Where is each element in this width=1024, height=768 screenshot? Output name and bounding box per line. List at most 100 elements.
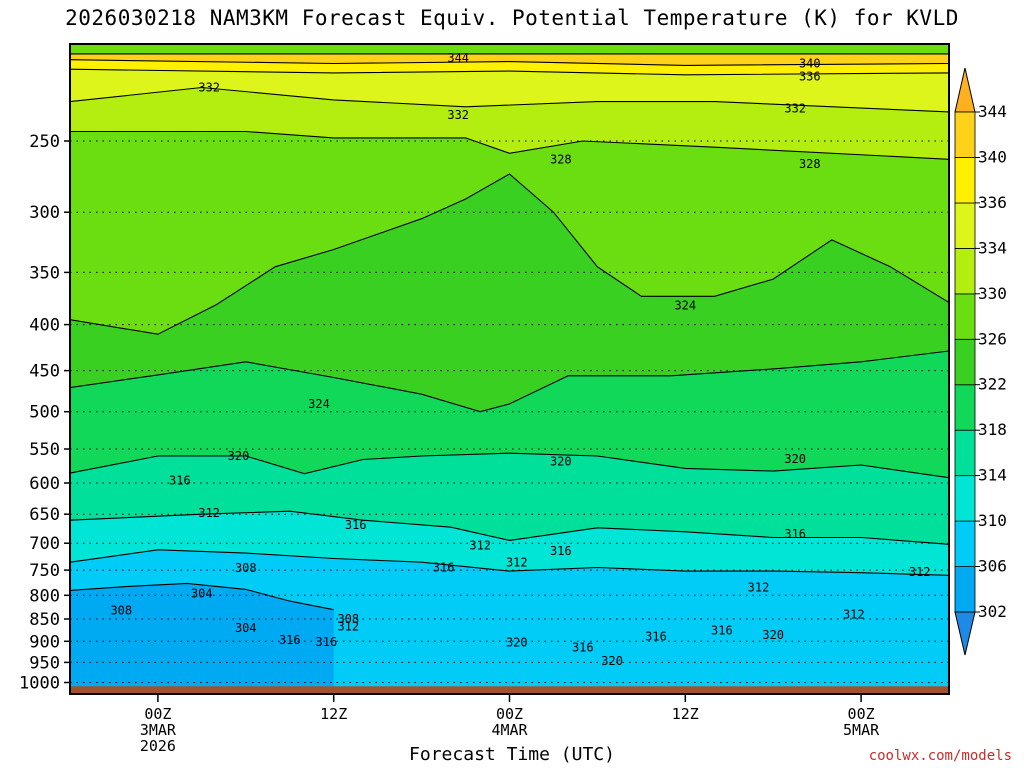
contour-340 [70,59,949,66]
colorbar-label-302: 302 [978,602,1007,621]
y-tick-label-450: 450 [29,362,60,382]
y-tick-label-950: 950 [29,653,60,673]
x-axis-label: Forecast Time (UTC) [409,744,615,765]
ground-strip [70,686,949,694]
contour-label-31: 316 [316,635,338,649]
y-tick-label-800: 800 [29,586,60,606]
contour-label-27: 308 [337,612,359,626]
contour-label-30: 316 [279,633,301,647]
colorbar-swatch-4 [954,384,976,431]
contour-label-21: 312 [909,565,931,579]
contour-label-16: 316 [433,561,455,575]
colorbar-label-336: 336 [978,193,1007,212]
contour-label-22: 312 [748,580,770,594]
colorbar-arrow-bottom [954,611,976,656]
contour-label-15: 316 [550,544,572,558]
colorbar: 302 306 310 314 318 322 326 330 334 336 340 344 [954,67,1007,656]
x-tick-label-24-0: 00Z [496,705,523,723]
y-tick-label-850: 850 [29,610,60,630]
contour-332 [70,86,949,113]
contour-320 [70,350,949,413]
contour-label-18: 312 [198,506,220,520]
colorbar-swatch-10 [954,111,976,158]
y-axis: 2503003504004505005506006507007508008509… [19,132,70,694]
colorbar-swatch-3 [954,429,976,477]
x-tick-label-0-2: 2026 [140,737,176,755]
y-tick-label-750: 750 [29,561,60,581]
contour-label-28: 304 [191,586,213,600]
contour-label-35: 320 [506,636,528,650]
colorbar-swatch-8 [954,202,976,249]
contour-label-9: 324 [674,299,696,313]
theta-e-fill-layer [70,53,949,694]
colorbar-label-344: 344 [978,102,1007,121]
contour-label-26: 308 [110,604,132,618]
x-tick-label-48-0: 00Z [848,705,875,723]
y-tick-label-1000: 1000 [19,674,60,694]
contour-label-24: 312 [337,620,359,634]
contour-label-14: 316 [345,518,367,532]
colorbar-swatch-9 [954,157,976,204]
contour-label-4: 332 [447,108,469,122]
y-tick-label-400: 400 [29,316,60,336]
colorbar-label-330: 330 [978,284,1007,303]
colorbar-label-340: 340 [978,148,1007,167]
x-tick-label-0-1: 3MAR [140,721,177,739]
contour-316 [70,452,949,479]
contour-label-17: 316 [784,527,806,541]
colorbar-swatch-7 [954,247,976,295]
colorbar-label-322: 322 [978,375,1007,394]
contour-label-8: 324 [308,397,330,411]
x-tick-label-0-0: 00Z [144,705,171,723]
y-tick-label-250: 250 [29,132,60,152]
contour-label-32: 316 [645,630,667,644]
colorbar-swatch-1 [954,520,976,567]
contour-label-33: 316 [711,623,733,637]
colorbar-swatch-5 [954,338,976,386]
colorbar-label-310: 310 [978,511,1007,530]
y-tick-label-500: 500 [29,403,60,423]
colorbar-label-326: 326 [978,329,1007,348]
y-tick-label-650: 650 [29,505,60,525]
contour-label-3: 332 [198,81,220,95]
fill-band-below-304 [70,583,334,694]
contour-label-1: 340 [799,57,821,71]
colorbar-swatch-2 [954,475,976,522]
contour-label-12: 320 [784,452,806,466]
y-tick-label-300: 300 [29,203,60,223]
contour-label-7: 328 [799,157,821,171]
y-tick-label-600: 600 [29,474,60,494]
contour-label-19: 312 [469,538,491,552]
contour-312 [70,510,949,545]
credit-link[interactable]: coolwx.com/models [868,748,1012,764]
contour-label-29: 304 [235,621,257,635]
contour-label-2: 336 [799,70,821,84]
colorbar-arrow-top [954,67,976,113]
y-tick-label-900: 900 [29,632,60,652]
y-tick-label-700: 700 [29,534,60,554]
y-tick-label-550: 550 [29,440,60,460]
contour-label-11: 320 [550,455,572,469]
colorbar-swatch-6 [954,293,976,340]
contour-label-5: 332 [784,102,806,116]
y-tick-label-350: 350 [29,263,60,283]
contour-label-34: 316 [572,640,594,654]
contour-label-10: 320 [228,449,250,463]
contour-label-25: 308 [235,561,257,575]
ground-layer [70,686,949,694]
contour-label-6: 328 [550,152,572,166]
contour-lines-layer [70,53,949,611]
contour-label-13: 316 [169,473,191,487]
x-tick-label-48-1: 5MAR [843,721,880,739]
x-tick-label-36-0: 12Z [672,705,699,723]
contour-304 [70,582,334,611]
contour-label-20: 312 [506,556,528,570]
chart-title: 2026030218 NAM3KM Forecast Equiv. Potent… [65,6,959,30]
colorbar-label-314: 314 [978,466,1007,485]
x-tick-label-12-0: 12Z [320,705,347,723]
x-tick-label-24-1: 4MAR [491,721,528,739]
colorbar-swatch-0 [954,566,976,613]
